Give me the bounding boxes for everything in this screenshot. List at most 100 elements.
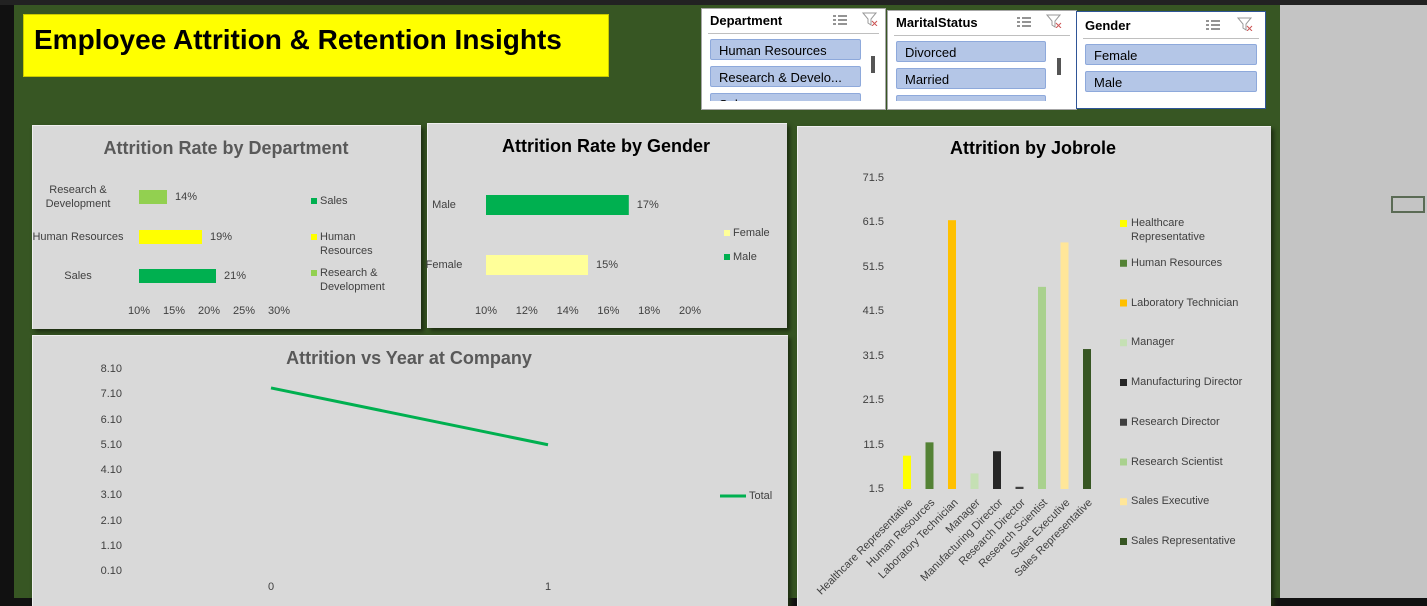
x-tick-label: 12% [515,305,538,317]
scrollbar[interactable] [871,56,875,73]
legend-label: Total [749,490,773,502]
data-label: 15% [596,259,619,271]
legend-label: Sales [320,195,348,207]
slicer-item[interactable]: Female [1085,44,1257,65]
legend-marker [1120,418,1127,426]
clear-filter-icon[interactable] [1237,17,1253,31]
bar [925,442,934,489]
selected-cell[interactable] [1391,196,1425,213]
y-tick-label: Female [425,259,463,271]
dashboard-title: Employee Attrition & Retention Insights [34,24,562,55]
empty-cells [1280,5,1427,598]
legend-label: Research Director [1131,415,1220,428]
legend-marker [1120,538,1127,545]
slicer-divider [708,33,879,34]
scrollbar[interactable] [1057,58,1061,75]
slicer-item[interactable]: Sales [710,93,861,101]
slicer-title: MaritalStatus [896,15,978,30]
y-tick-label: 21.5 [862,394,884,407]
bar [139,190,167,204]
legend-label: Laboratory Technician [1131,296,1239,309]
slicer-item[interactable]: Single [896,95,1046,101]
bar [486,195,629,215]
legend-marker [1120,220,1127,227]
legend-marker [1120,259,1127,267]
legend-marker [724,230,730,236]
slicer-divider [894,35,1070,36]
data-label: 19% [210,231,233,243]
y-tick-label: 6.10 [100,413,122,426]
data-label: 21% [224,270,247,282]
legend-label: Sales Executive [1131,495,1210,508]
slicer-item[interactable]: Human Resources [710,39,861,60]
multi-select-icon[interactable] [832,13,848,27]
y-tick-label: 5.10 [100,438,122,451]
x-tick-label: 1 [544,581,552,593]
y-tick-label: 11.5 [863,438,884,451]
y-tick-label: 1.10 [100,539,122,552]
clear-filter-icon[interactable] [862,12,878,26]
bar [486,255,588,275]
slicer-items: Human Resources Research & Develo... Sal… [710,39,861,101]
y-tick-label: Male [432,199,456,211]
legend-marker [1120,379,1127,386]
chart-panel [797,126,1271,606]
y-tick-label: Human Resources [32,231,124,243]
bar [1083,349,1091,489]
x-tick-label: 20% [678,305,702,317]
x-tick-label: 18% [638,305,661,317]
legend-marker [1120,458,1127,466]
x-tick-label: 0 [267,581,275,593]
bar [948,220,956,489]
title-box: Employee Attrition & Retention Insights [23,14,609,77]
x-tick-label: 25% [232,305,256,317]
x-tick-label: 16% [597,305,620,317]
legend-label: Manager [1131,336,1175,349]
x-tick-label: 20% [197,305,221,317]
chart-title: Attrition by Jobrole [950,138,1116,158]
multi-select-icon[interactable] [1016,15,1032,29]
clear-filter-icon[interactable] [1046,14,1062,28]
chart-title: Attrition vs Year at Company [286,348,532,368]
slicer-item[interactable]: Married [896,68,1046,89]
slicer-title: Department [710,13,783,28]
bar [1038,286,1046,489]
slicer[interactable]: Gender Female Male [1076,11,1266,109]
slicer[interactable]: Department Human Resources Research & De… [701,8,886,110]
chart-panel [32,335,788,606]
chart-panel [32,125,421,329]
slicer-items: Female Male [1085,44,1257,100]
legend-marker [1120,498,1127,506]
legend-marker [1120,299,1127,307]
chart-panel [427,123,787,328]
data-label: 17% [636,199,659,211]
bar [903,455,911,489]
multi-select-icon[interactable] [1205,18,1221,32]
legend-marker [724,254,730,260]
y-tick-label: 51.5 [862,260,884,273]
slicer-item[interactable]: Divorced [896,41,1046,62]
y-tick-label: 4.10 [100,464,122,476]
bar [139,230,202,244]
slicer-item[interactable]: Male [1085,71,1257,92]
y-tick-label: Research & Development [45,184,111,210]
bar [139,269,216,283]
legend-label: Male [733,251,757,263]
legend-label: Manufacturing Director [1131,376,1243,388]
legend-label: Research Scientist [1131,455,1223,468]
chart-title: Attrition Rate by Department [103,138,349,158]
y-tick-label: 61.5 [862,216,884,229]
y-tick-label: 7.10 [100,388,122,401]
slicer[interactable]: MaritalStatus Divorced Married Single [887,10,1077,110]
bar [1060,242,1069,489]
x-tick-label: 10% [474,305,498,317]
bar [970,473,979,489]
legend-label: Human Resources [1131,256,1223,269]
slicer-divider [1083,38,1259,39]
slicer-item[interactable]: Research & Develo... [710,66,861,87]
y-tick-label: 1.5 [868,483,884,495]
slicer-title: Gender [1085,18,1131,33]
legend-marker [311,234,317,240]
